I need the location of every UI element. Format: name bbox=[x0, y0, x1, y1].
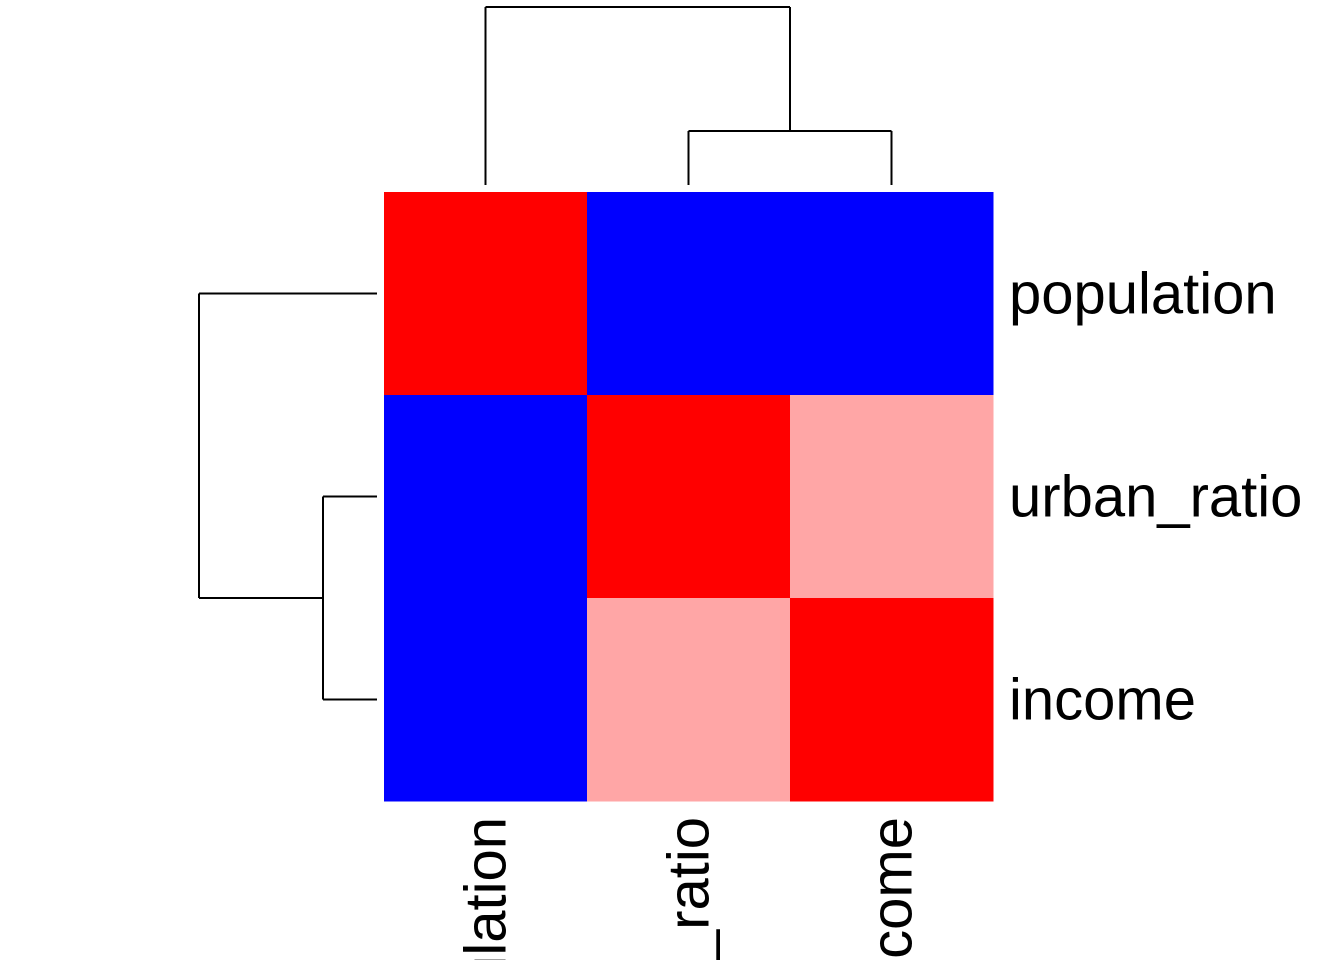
col-label-income: income bbox=[860, 817, 925, 960]
col-label-population: population bbox=[454, 817, 519, 960]
cell-income-income bbox=[790, 598, 994, 802]
col-label-urban-ratio: urban_ratio bbox=[657, 817, 722, 960]
row-dendrogram bbox=[198, 292, 377, 701]
row-label-population: population bbox=[1009, 262, 1277, 327]
column-labels: population urban_ratio income bbox=[454, 817, 925, 960]
row-label-income: income bbox=[1009, 668, 1196, 733]
cell-income-urban-ratio bbox=[587, 598, 791, 802]
column-dendrogram bbox=[484, 6, 893, 185]
cell-urban-ratio-urban-ratio bbox=[587, 395, 791, 599]
cell-population-income bbox=[790, 192, 994, 396]
cell-population-urban-ratio bbox=[587, 192, 791, 396]
cell-urban-ratio-population bbox=[384, 395, 588, 599]
heatmap-cells bbox=[384, 192, 994, 802]
row-label-urban-ratio: urban_ratio bbox=[1009, 465, 1302, 530]
cell-income-population bbox=[384, 598, 588, 802]
cell-population-population bbox=[384, 192, 588, 396]
cell-urban-ratio-income bbox=[790, 395, 994, 599]
